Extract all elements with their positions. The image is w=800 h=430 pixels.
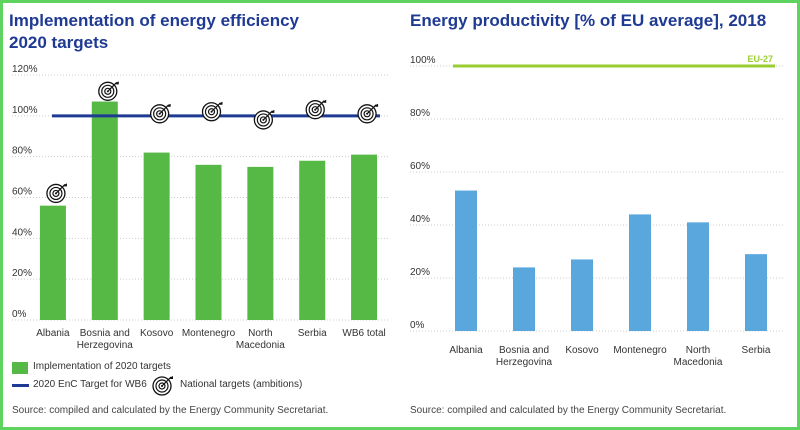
right-xtick-label: Serbia	[742, 345, 771, 356]
right-xtick-label: Montenegro	[613, 345, 667, 356]
right-chart-title: Energy productivity [% of EU average], 2…	[410, 11, 767, 30]
right-ytick-label: 100%	[410, 55, 436, 66]
legend-icon-label: National targets (ambitions)	[180, 379, 303, 390]
right-ytick-label: 0%	[410, 320, 425, 331]
right-xtick-label: Macedonia	[674, 357, 723, 368]
right-ytick-label: 40%	[410, 214, 430, 225]
target-icon	[152, 376, 173, 396]
left-bar-wb6-total	[351, 154, 378, 320]
left-xtick-label: Bosnia and	[80, 328, 130, 339]
right-bar-bosnia-and-herzegovina	[513, 267, 535, 331]
right-xtick-label: Herzegovina	[496, 357, 553, 368]
left-bar-north-macedonia	[247, 166, 274, 320]
left-xtick-label: Serbia	[298, 328, 327, 339]
legend-target-line-label: 2020 EnC Target for WB6	[33, 379, 147, 390]
right-xtick-label: Bosnia and	[499, 345, 549, 356]
left-national-target-icon	[305, 99, 327, 120]
left-ytick-label: 20%	[12, 268, 32, 279]
left-chart-title: Implementation of energy efficiency 2020…	[9, 11, 300, 52]
left-ytick-label: 0%	[12, 309, 27, 320]
legend-bars-label: Implementation of 2020 targets	[33, 361, 171, 372]
left-bar-bosnia-and-herzegovina	[91, 101, 118, 321]
left-xtick-label: Herzegovina	[77, 340, 134, 351]
right-bar-albania	[455, 190, 477, 331]
left-ytick-label: 40%	[12, 227, 32, 238]
left-source-note: Source: compiled and calculated by the E…	[12, 405, 329, 416]
left-ytick-label: 60%	[12, 187, 32, 198]
right-ytick-label: 20%	[410, 267, 430, 278]
left-national-target-icon	[253, 109, 275, 130]
right-ytick-label: 60%	[410, 161, 430, 172]
left-bar-montenegro	[195, 164, 222, 320]
right-bar-montenegro	[629, 214, 651, 331]
right-bar-chart: 0% 20% 40% 60% 80% 100% Albania Bosnia andHerze…	[410, 54, 785, 368]
right-bar-kosovo	[571, 259, 593, 331]
left-bar-serbia	[299, 160, 326, 320]
left-bar-chart: 0% 20% 40% 60% 80% 100% 120% Albania Bosnia andH…	[12, 64, 390, 351]
left-xtick-label: WB6 total	[342, 328, 385, 339]
legend-target-line-swatch	[12, 384, 29, 387]
right-xtick-label: Kosovo	[565, 345, 599, 356]
left-national-target-icon	[149, 103, 171, 124]
legend-bars-swatch	[12, 362, 28, 374]
left-ytick-label: 120%	[12, 64, 38, 75]
left-xtick-label: Macedonia	[236, 340, 285, 351]
left-national-target-icon	[201, 101, 223, 122]
left-xtick-label: Albania	[36, 328, 70, 339]
left-national-target-icon	[357, 103, 379, 124]
right-xtick-label: Albania	[449, 345, 483, 356]
left-national-target-icon	[98, 81, 119, 101]
right-source-note: Source: compiled and calculated by the E…	[410, 405, 727, 416]
left-ytick-label: 100%	[12, 105, 38, 116]
left-ytick-label: 80%	[12, 146, 32, 157]
right-ytick-label: 80%	[410, 108, 430, 119]
left-xtick-label: North	[248, 328, 272, 339]
right-bar-north-macedonia	[687, 222, 709, 331]
left-xtick-label: Kosovo	[140, 328, 174, 339]
right-bar-serbia	[745, 254, 767, 331]
left-xtick-label: Montenegro	[182, 328, 236, 339]
left-national-target-icon	[46, 183, 67, 204]
left-bar-kosovo	[143, 152, 170, 320]
left-bar-albania	[39, 205, 66, 320]
right-xtick-label: North	[686, 345, 710, 356]
right-eu-line-label: EU-27	[747, 54, 773, 64]
